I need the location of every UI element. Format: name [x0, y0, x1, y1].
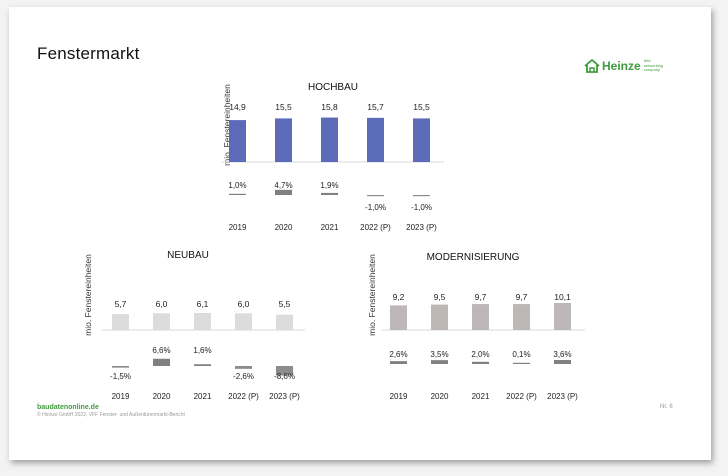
modernisierung-category-label: 2019: [390, 392, 408, 401]
neubau-category-label: 2021: [194, 392, 212, 401]
modernisierung-category-label: 2021: [472, 392, 490, 401]
hochbau-change-bar: [367, 195, 384, 197]
neubau-category-label: 2022 (P): [228, 392, 259, 401]
modernisierung-category-label: 2022 (P): [506, 392, 537, 401]
neubau-value-label: 6,0: [238, 299, 250, 309]
neubau-bar: [112, 314, 129, 330]
neubau-change-bar: [153, 358, 170, 366]
modernisierung-change-bar: [431, 360, 448, 364]
hochbau-bar: [229, 120, 246, 162]
neubau-value-label: 5,5: [279, 299, 291, 309]
hochbau-bar: [367, 117, 384, 162]
neubau-value-label: 6,0: [156, 299, 168, 309]
chart-title-neubau: NEUBAU: [167, 250, 209, 261]
hochbau-category-label: 2023 (P): [406, 223, 437, 232]
logo-tagline: Ihre networking company: [643, 58, 664, 73]
neubau-change-label: -8,6%: [274, 372, 295, 381]
footer-link[interactable]: baudatenonline.de: [37, 404, 99, 411]
hochbau-value-label: 15,8: [321, 102, 338, 112]
modernisierung-change-bar: [513, 362, 530, 364]
hochbau-bar: [321, 117, 338, 162]
neubau-bar: [276, 314, 293, 330]
modernisierung-bar: [554, 303, 571, 330]
hochbau-bar: [413, 118, 430, 162]
modernisierung-change-bar: [472, 361, 489, 364]
hochbau-value-label: 15,5: [275, 102, 292, 112]
neubau-change-label: 1,6%: [193, 346, 211, 355]
hochbau-category-label: 2019: [229, 223, 247, 232]
neubau-category-label: 2023 (P): [269, 392, 300, 401]
slide-title: Fenstermarkt: [37, 44, 140, 63]
modernisierung-bar: [472, 304, 489, 330]
logo-wordmark: Heinze: [602, 59, 641, 73]
modernisierung-value-label: 9,7: [516, 292, 528, 302]
modernisierung-category-label: 2023 (P): [547, 392, 578, 401]
modernisierung-bar: [513, 304, 530, 330]
hochbau-change-label: 1,0%: [228, 181, 246, 190]
modernisierung-bar: [431, 304, 448, 330]
neubau-change-bar: [276, 366, 293, 376]
hochbau-change-label: 4,7%: [274, 181, 292, 190]
hochbau-change-bar: [229, 193, 246, 195]
neubau-value-label: 6,1: [197, 299, 209, 309]
modernisierung-value-label: 9,7: [475, 292, 487, 302]
modernisierung-change-bar: [390, 361, 407, 364]
house-icon: [584, 59, 600, 73]
neubau-change-bar: [235, 366, 252, 369]
hochbau-bar: [275, 118, 292, 162]
neubau-change-label: -2,6%: [233, 372, 254, 381]
neubau-category-label: 2019: [112, 392, 130, 401]
modernisierung-value-label: 9,5: [434, 292, 446, 302]
modernisierung-category-label: 2020: [431, 392, 449, 401]
hochbau-change-label: -1,0%: [365, 203, 386, 212]
slide: [9, 7, 711, 460]
modernisierung-value-label: 10,1: [554, 292, 571, 302]
page-number: Nr. 6: [660, 404, 673, 410]
modernisierung-change-label: 3,5%: [430, 350, 448, 359]
modernisierung-change-label: 3,6%: [553, 350, 571, 359]
modernisierung-change-label: 2,0%: [471, 350, 489, 359]
hochbau-change-bar: [321, 192, 338, 195]
neubau-change-bar: [194, 364, 211, 366]
neubau-category-label: 2020: [153, 392, 171, 401]
hochbau-category-label: 2021: [321, 223, 339, 232]
modernisierung-change-label: 0,1%: [512, 350, 530, 359]
hochbau-change-bar: [413, 195, 430, 197]
hochbau-change-label: 1,9%: [320, 181, 338, 190]
modernisierung-change-label: 2,6%: [389, 350, 407, 359]
heinze-logo: Heinze Ihre networking company: [584, 56, 684, 76]
hochbau-value-label: 14,9: [229, 102, 246, 112]
neubau-bar: [235, 313, 252, 330]
neubau-bar: [153, 313, 170, 330]
hochbau-change-bar: [275, 189, 292, 195]
hochbau-category-label: 2022 (P): [360, 223, 391, 232]
neubau-change-label: -1,5%: [110, 372, 131, 381]
chart-title-modernisierung: MODERNISIERUNG: [426, 252, 520, 263]
neubau-change-label: 6,6%: [152, 346, 170, 355]
hochbau-value-label: 15,7: [367, 102, 384, 112]
chart-title-hochbau: HOCHBAU: [307, 82, 358, 93]
neubau-value-label: 5,7: [115, 299, 127, 309]
hochbau-category-label: 2020: [275, 223, 293, 232]
neubau-change-bar: [112, 366, 129, 368]
modernisierung-value-label: 9,2: [393, 292, 405, 302]
neubau-bar: [194, 313, 211, 330]
footer-note: © Heinze GmbH 2022, VFF Fenster- und Auß…: [37, 412, 185, 418]
hochbau-change-label: -1,0%: [411, 203, 432, 212]
modernisierung-bar: [390, 305, 407, 330]
hochbau-value-label: 15,5: [413, 102, 430, 112]
modernisierung-change-bar: [554, 360, 571, 364]
